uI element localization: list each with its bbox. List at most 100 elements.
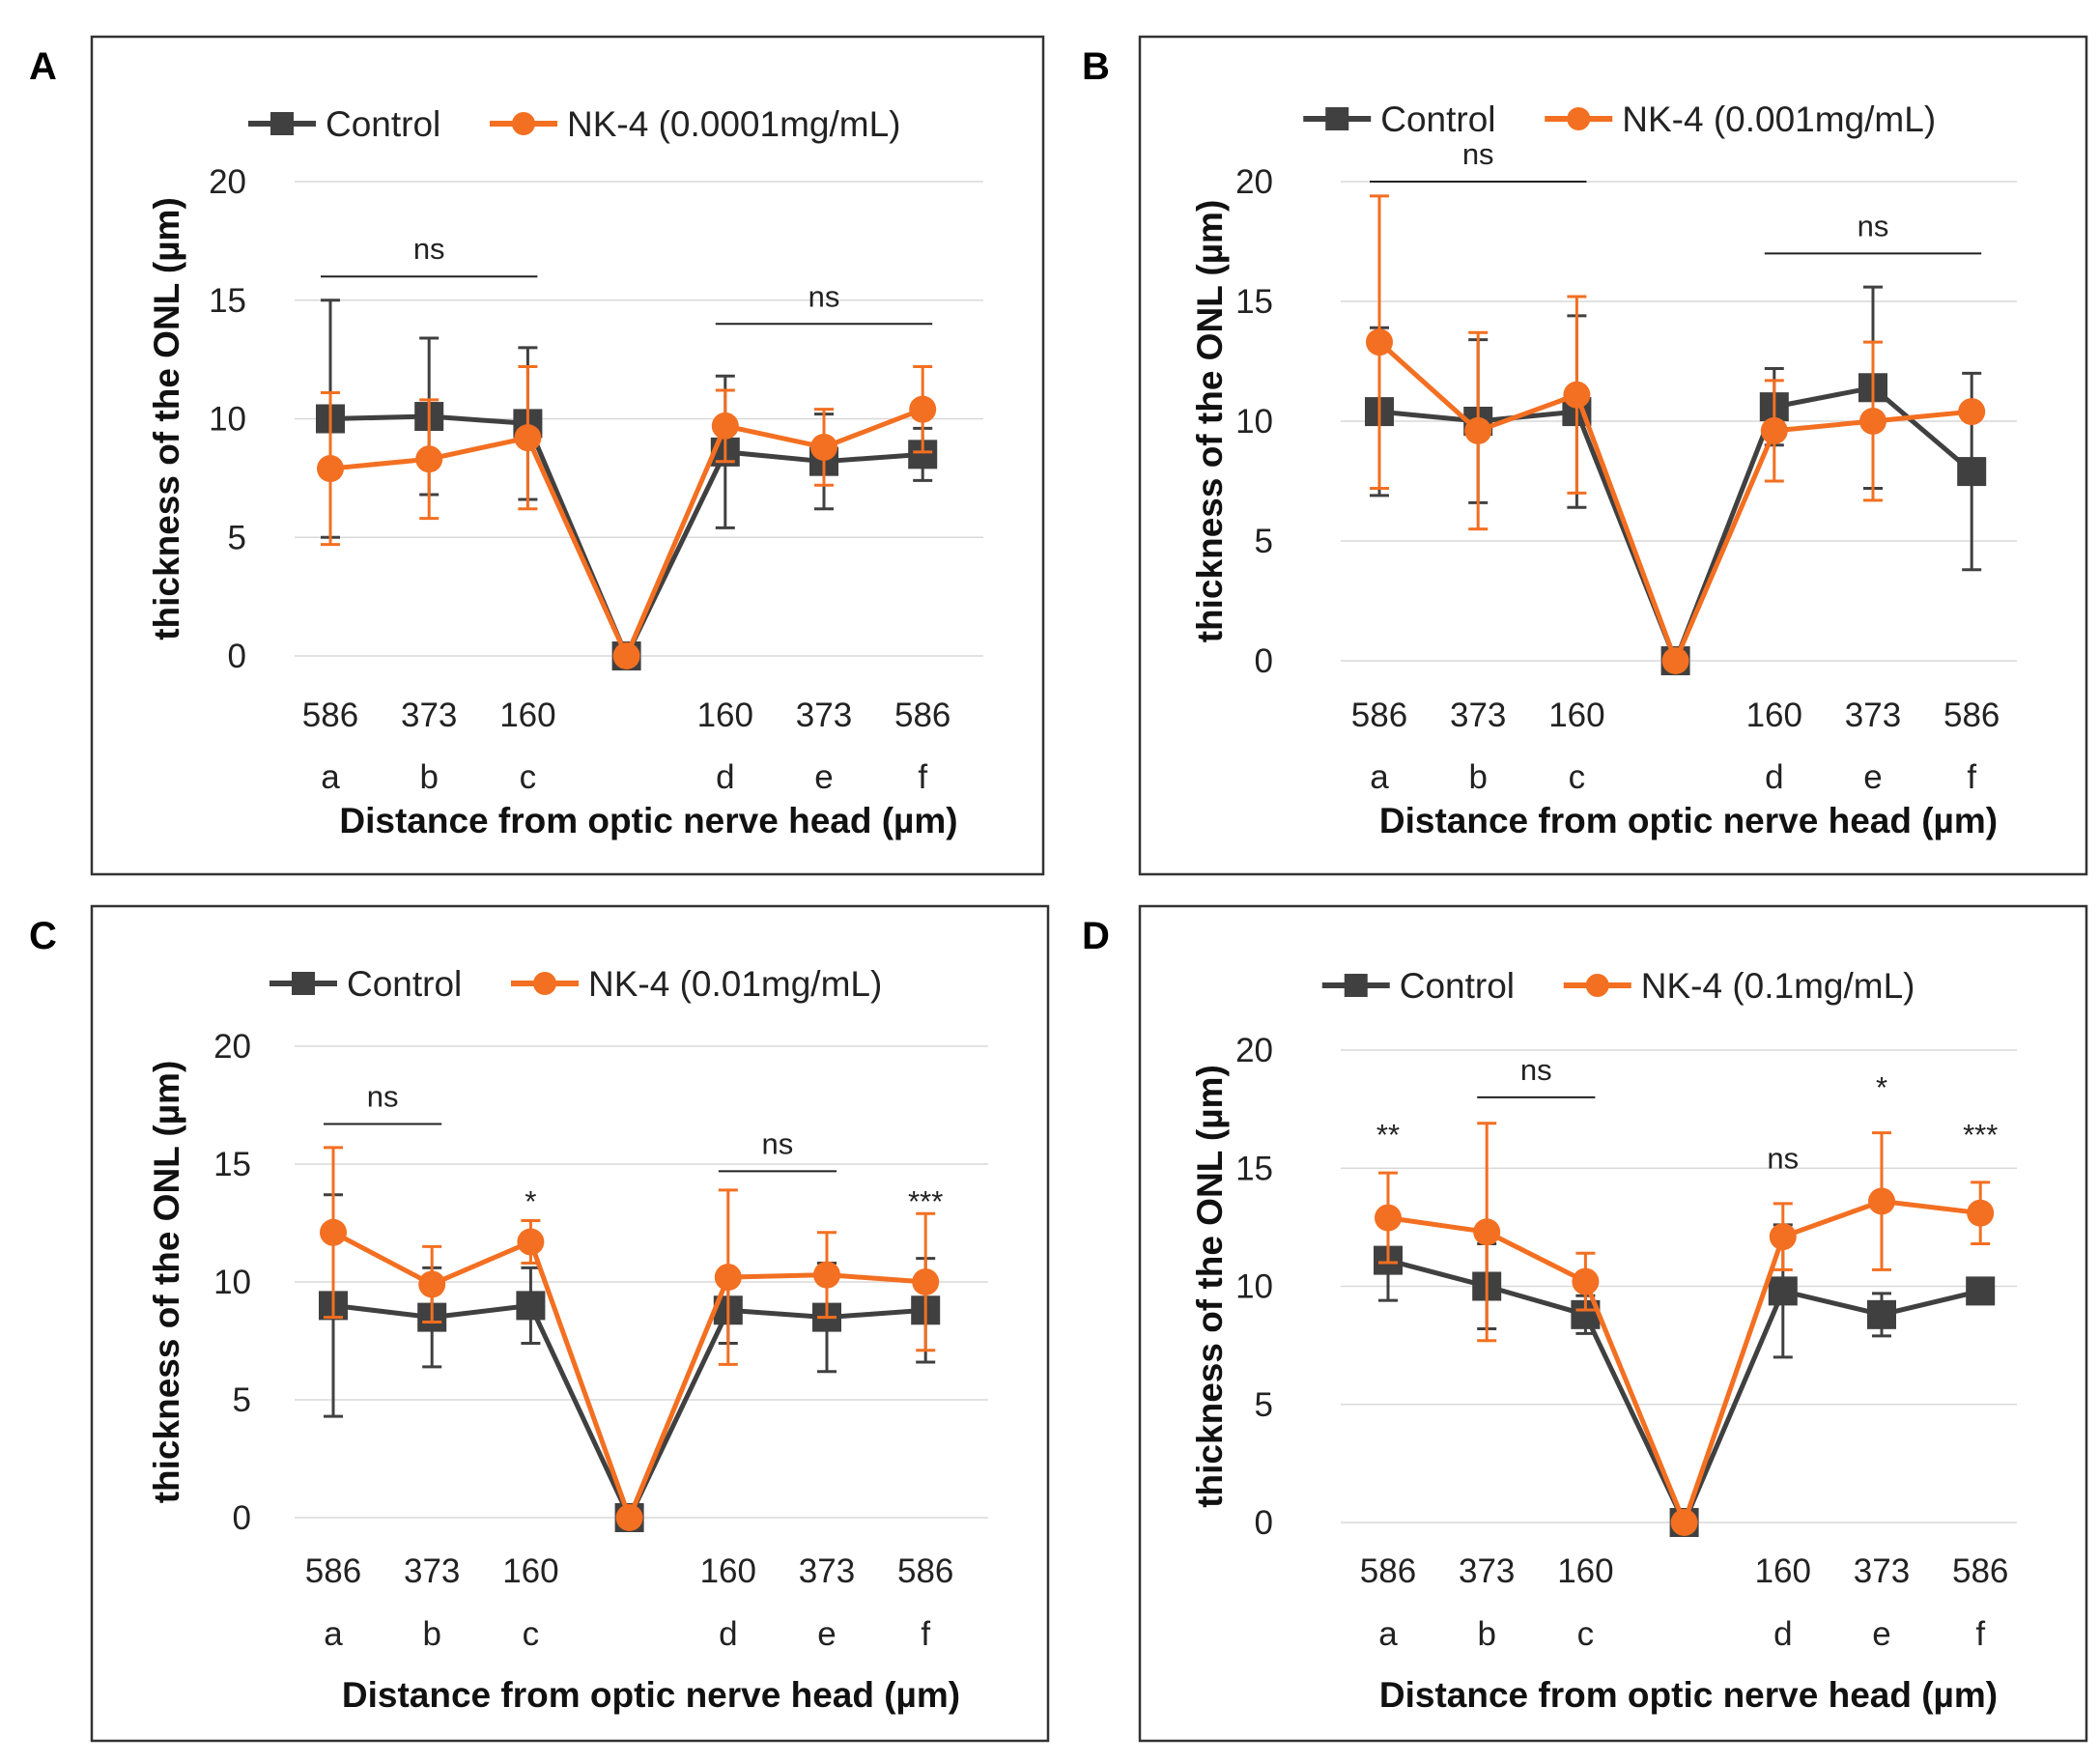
legend-label-nk4: NK-4 (0.0001mg/mL) (567, 104, 900, 144)
y-axis-title: thickness of the ONL (µm) (1190, 1065, 1230, 1508)
x-tick-letter: c (1577, 1615, 1595, 1653)
series-nk4 (1366, 194, 1986, 674)
data-point-nk4 (813, 1261, 840, 1289)
x-tick-distance: 586 (1943, 697, 2000, 734)
data-point-nk4 (317, 455, 344, 483)
data-point-nk4 (912, 1268, 940, 1295)
x-axis-title: Distance from optic nerve head (µm) (339, 801, 957, 840)
x-tick-letter: c (1569, 758, 1586, 796)
legend: Control NK-4 (0.01mg/mL) (269, 964, 882, 1004)
x-axis-title: Distance from optic nerve head (µm) (1379, 1675, 1998, 1715)
x-tick-letter: d (719, 1615, 737, 1653)
y-tick-label: 5 (1255, 523, 1273, 560)
series-nk4 (317, 364, 937, 669)
x-tick-distance: 586 (1351, 697, 1407, 734)
x-axis-title: Distance from optic nerve head (µm) (342, 1675, 960, 1715)
x-tick-letter: f (918, 758, 927, 796)
x-tick-distance: 160 (1557, 1552, 1613, 1590)
y-tick-label: 10 (209, 401, 246, 439)
x-tick-distance: 373 (1450, 697, 1506, 734)
x-tick-letter: e (817, 1615, 836, 1653)
significance-label: ns (808, 279, 840, 313)
y-axis-title: thickness of the ONL (µm) (1190, 200, 1230, 643)
y-axis-title: thickness of the ONL (µm) (147, 197, 186, 640)
significance-label: *** (908, 1184, 943, 1218)
significance-label: ** (1376, 1118, 1400, 1152)
x-tick-distance: 160 (697, 697, 753, 734)
x-tick-distance: 160 (700, 1552, 756, 1590)
data-point-nk4 (1670, 1509, 1698, 1536)
panel-letter: C (29, 915, 57, 957)
panel-letter: B (1082, 45, 1110, 88)
series-nk4 (1375, 1122, 1995, 1536)
data-point-control (1966, 1276, 1996, 1306)
x-tick-letter: d (1773, 1615, 1792, 1653)
legend-marker-control (292, 972, 315, 995)
legend-marker-nk4 (1585, 974, 1609, 997)
panel-frame (1138, 35, 2088, 876)
x-tick-letter: b (422, 1615, 440, 1653)
data-point-nk4 (711, 412, 739, 440)
legend-marker-nk4 (512, 112, 535, 135)
data-point-nk4 (418, 1270, 446, 1298)
legend-marker-nk4 (533, 972, 556, 995)
x-tick-letter: e (1863, 758, 1882, 796)
x-tick-letter: a (321, 758, 340, 796)
y-tick-label: 20 (209, 163, 246, 201)
significance-label: ns (1462, 137, 1494, 171)
x-tick-distance: 373 (1459, 1552, 1515, 1590)
y-tick-label: 0 (1255, 642, 1273, 680)
x-tick-letter: f (1967, 758, 1976, 796)
y-tick-label: 0 (228, 638, 246, 675)
legend: Control NK-4 (0.0001mg/mL) (248, 104, 900, 144)
legend: Control NK-4 (0.001mg/mL) (1303, 100, 1936, 139)
data-point-nk4 (810, 433, 837, 461)
significance-label: ns (1520, 1053, 1552, 1087)
y-tick-label: 0 (1255, 1504, 1273, 1542)
significance-label: ns (1858, 209, 1889, 242)
data-point-nk4 (615, 1504, 643, 1531)
data-point-nk4 (514, 424, 542, 452)
significance-label: ns (367, 1080, 399, 1114)
x-tick-distance: 373 (404, 1552, 460, 1590)
x-tick-letter: b (1468, 758, 1487, 796)
legend-label-nk4: NK-4 (0.1mg/mL) (1641, 966, 1915, 1006)
data-point-nk4 (612, 642, 640, 669)
x-tick-letter: f (1975, 1615, 1985, 1653)
data-point-nk4 (415, 445, 443, 473)
panel-frame (90, 904, 1050, 1743)
significance-label: ns (762, 1126, 794, 1160)
x-tick-distance: 586 (897, 1552, 953, 1590)
significance-label: ns (1767, 1141, 1799, 1175)
y-axis-title: thickness of the ONL (µm) (147, 1061, 186, 1504)
x-tick-letter: c (520, 758, 537, 796)
x-tick-letter: e (814, 758, 833, 796)
y-tick-label: 15 (1235, 283, 1273, 321)
series-nk4 (320, 1146, 940, 1531)
x-tick-letter: f (921, 1615, 930, 1653)
data-point-control (1867, 1299, 1896, 1329)
panel-letter: D (1082, 915, 1110, 957)
y-tick-label: 20 (1235, 163, 1273, 201)
y-tick-label: 20 (1235, 1032, 1273, 1069)
legend-marker-nk4 (1567, 107, 1591, 130)
legend-marker-control (1325, 107, 1349, 130)
y-tick-label: 10 (1235, 403, 1273, 441)
data-point-nk4 (1868, 1187, 1895, 1215)
significance-label: *** (1963, 1118, 1998, 1152)
data-point-control (516, 1291, 546, 1321)
panel-frame (1138, 904, 2088, 1743)
y-tick-label: 5 (233, 1381, 251, 1419)
x-tick-distance: 586 (1952, 1552, 2008, 1590)
x-tick-letter: a (1378, 1615, 1398, 1653)
data-point-nk4 (1473, 1218, 1501, 1246)
data-point-nk4 (909, 395, 937, 423)
x-tick-distance: 373 (401, 697, 457, 734)
data-point-nk4 (1958, 398, 1986, 426)
x-tick-distance: 160 (499, 697, 555, 734)
x-tick-distance: 373 (799, 1552, 855, 1590)
chart-panel-a: A 0 5 10 15 20 thickness of the ONL (µm) 586 a 37… (29, 35, 1045, 876)
legend-label-control: Control (1400, 966, 1515, 1006)
x-tick-letter: d (716, 758, 734, 796)
